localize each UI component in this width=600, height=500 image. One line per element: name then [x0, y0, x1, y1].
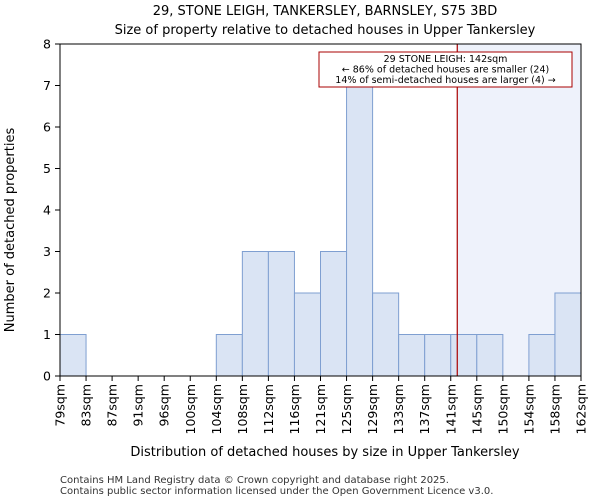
- x-tick-label: 83sqm: [79, 384, 94, 427]
- x-tick-label: 116sqm: [287, 384, 302, 434]
- plot-area: 0 1 2 3 4 5 6 7 8 79sqm 83sqm 87sqm 91sqm 96sqm 100sqm…: [43, 37, 588, 435]
- y-tick-label: 2: [43, 286, 51, 301]
- bar: [320, 251, 348, 377]
- x-tick-label: 91sqm: [131, 384, 146, 427]
- x-tick-label: 87sqm: [105, 384, 120, 427]
- bar: [241, 251, 269, 377]
- bar: [59, 334, 87, 377]
- bar: [528, 334, 556, 377]
- x-tick-label: 121sqm: [313, 384, 328, 434]
- y-tick-label: 5: [43, 161, 51, 176]
- x-tick-label: 108sqm: [235, 384, 250, 434]
- bar: [476, 334, 504, 377]
- y-tick-label: 1: [43, 327, 51, 342]
- bar: [450, 334, 478, 377]
- annotation-line: 29 STONE LEIGH: 142sqm: [384, 54, 508, 65]
- x-tick-label: 150sqm: [495, 384, 510, 434]
- x-tick-label: 100sqm: [183, 384, 198, 434]
- x-tick-label: 133sqm: [391, 384, 406, 434]
- y-tick-label: 6: [43, 120, 51, 135]
- x-tick-label: 79sqm: [53, 384, 68, 427]
- x-tick-label: 112sqm: [261, 384, 276, 434]
- x-axis-label: Distribution of detached houses by size …: [130, 445, 520, 460]
- annotation-line: ← 86% of detached houses are smaller (24…: [342, 65, 549, 76]
- x-tick-label: 137sqm: [417, 384, 432, 434]
- y-tick-label: 0: [43, 369, 51, 384]
- bar: [293, 292, 322, 377]
- bar: [372, 292, 400, 377]
- y-tick-label: 8: [43, 37, 51, 52]
- x-tick-label: 154sqm: [521, 384, 536, 434]
- chart-subtitle: Size of property relative to detached ho…: [115, 23, 536, 38]
- bar: [424, 334, 452, 377]
- bar: [267, 251, 295, 377]
- x-tick-label: 125sqm: [339, 384, 354, 434]
- x-tick-label: 162sqm: [574, 384, 589, 434]
- y-tick-label: 4: [43, 203, 51, 218]
- y-axis-label: Number of detached properties: [3, 128, 18, 333]
- x-tick-label: 96sqm: [157, 384, 172, 427]
- x-tick-label: 141sqm: [443, 384, 458, 434]
- footer-line-2: Contains public sector information licen…: [60, 486, 493, 497]
- x-tick-label: 158sqm: [547, 384, 562, 434]
- bar: [215, 334, 243, 377]
- x-tick-label: 104sqm: [209, 384, 224, 434]
- chart-title: 29, STONE LEIGH, TANKERSLEY, BARNSLEY, S…: [153, 4, 498, 19]
- footer-line-1: Contains HM Land Registry data © Crown c…: [60, 475, 449, 486]
- bar: [398, 334, 426, 377]
- y-tick-label: 3: [43, 244, 51, 259]
- bar: [346, 85, 374, 377]
- x-tick-label: 145sqm: [469, 384, 484, 434]
- annotation-line: 14% of semi-detached houses are larger (…: [335, 75, 555, 86]
- y-tick-label: 7: [43, 78, 51, 93]
- x-tick-label: 129sqm: [365, 384, 380, 434]
- bar: [554, 292, 582, 377]
- annotation-box: [318, 51, 573, 88]
